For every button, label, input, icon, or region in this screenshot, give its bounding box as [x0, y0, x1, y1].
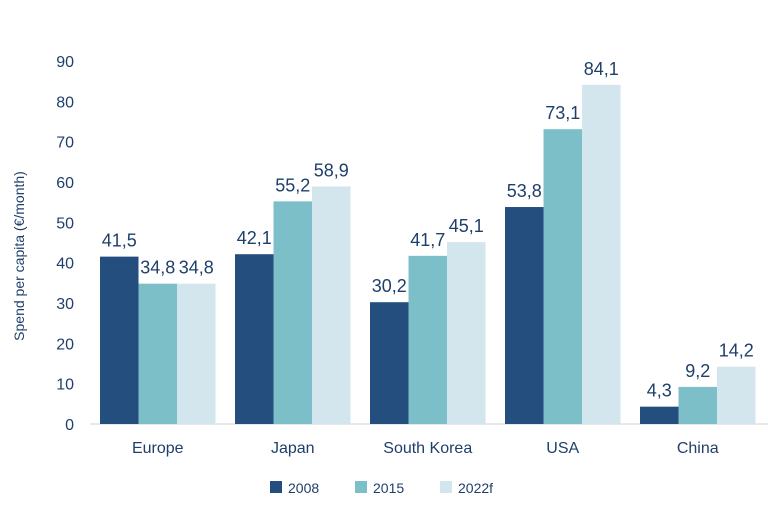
x-tick-label-4: China — [677, 440, 719, 457]
legend-swatch-2022f — [440, 481, 452, 493]
y-axis-label: Spend per capita (€/month) — [11, 171, 27, 341]
category-group-4: 4,3 9,2 14,2 China — [640, 341, 756, 457]
y-tick-label-40: 40 — [56, 256, 74, 273]
legend-item-2015: 2015 — [355, 480, 404, 496]
category-group-1: 42,1 55,258,9 Japan — [235, 160, 351, 457]
data-label-2015-3: 73,1 — [545, 103, 580, 123]
bar-2008-2 — [370, 302, 409, 424]
data-label-2008-2: 30,2 — [372, 276, 407, 296]
bar-2015-4 — [678, 386, 717, 424]
bar-2008-0 — [100, 256, 139, 424]
data-label-2015-0: 34,8 — [140, 258, 175, 278]
x-tick-label-2: South Korea — [383, 440, 472, 457]
y-tick-label-30: 30 — [56, 296, 74, 313]
legend: 2008 2015 2022f — [270, 480, 493, 496]
y-tick-label-10: 10 — [56, 377, 74, 394]
data-label-2022f-2: 45,1 — [449, 216, 484, 236]
x-tick-label-0: Europe — [132, 440, 184, 457]
bar-2008-3 — [505, 207, 544, 424]
bar-2022f-3 — [582, 84, 621, 424]
bar-2022f-1 — [312, 186, 351, 424]
legend-item-2008: 2008 — [270, 480, 319, 496]
data-label-2008-4: 4,3 — [647, 381, 672, 401]
bar-2015-2 — [408, 255, 447, 424]
data-label-2008-3: 53,8 — [507, 181, 542, 201]
bar-2015-0 — [138, 283, 177, 424]
x-tick-label-3: USA — [546, 440, 579, 457]
y-tick-label-0: 0 — [65, 417, 74, 434]
y-tick-label-70: 70 — [56, 135, 74, 152]
category-group-3: 53,8 73,1 84,1 USA — [505, 59, 621, 457]
data-label-2022f-4: 14,2 — [719, 341, 754, 361]
bar-2008-4 — [640, 406, 679, 424]
bar-2022f-4 — [717, 366, 756, 424]
y-axis: 0 10 20 30 40 50 60 70 80 90 — [56, 54, 74, 434]
y-tick-label-60: 60 — [56, 175, 74, 192]
y-tick-label-50: 50 — [56, 215, 74, 232]
plot-area: 41,534,8 34,8Europe42,155,258,9Japan30,24… — [90, 59, 768, 457]
legend-label-2022f: 2022f — [458, 480, 493, 496]
legend-swatch-2008 — [270, 481, 282, 493]
category-group-2: 30,2 41,745,1 South Korea — [370, 216, 486, 457]
y-tick-label-80: 80 — [56, 94, 74, 111]
bar-2015-3 — [543, 129, 582, 425]
bar-2022f-2 — [447, 242, 486, 424]
data-label-2008-0: 41,5 — [102, 231, 137, 251]
data-label-2015-1: 55,2 — [275, 175, 310, 195]
legend-item-2022f: 2022f — [440, 480, 493, 496]
data-label-2022f-3: 84,1 — [584, 59, 619, 79]
data-label-2015-4: 9,2 — [685, 361, 710, 381]
x-tick-label-1: Japan — [271, 440, 315, 457]
bar-2008-1 — [235, 254, 274, 424]
legend-label-2008: 2008 — [288, 480, 319, 496]
data-label-2015-2: 41,7 — [410, 230, 445, 250]
bar-2015-1 — [273, 201, 312, 424]
bar-2022f-0 — [177, 283, 216, 424]
data-label-2022f-0: 34,8 — [179, 258, 214, 278]
y-tick-label-90: 90 — [56, 54, 74, 71]
data-label-2008-1: 42,1 — [237, 228, 272, 248]
y-tick-label-20: 20 — [56, 336, 74, 353]
legend-swatch-2015 — [355, 481, 367, 493]
legend-label-2015: 2015 — [373, 480, 404, 496]
data-label-2022f-1: 58,9 — [314, 160, 349, 180]
